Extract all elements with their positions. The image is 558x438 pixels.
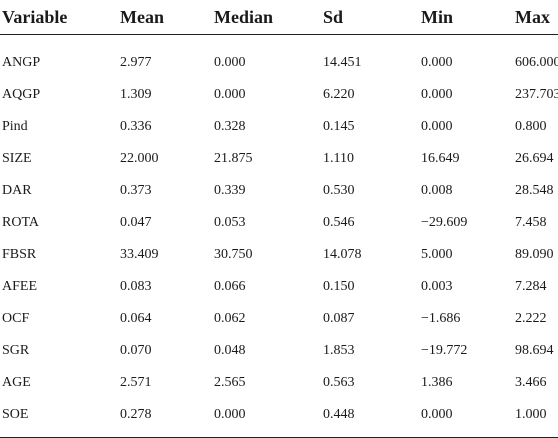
cell-median: 0.000 [214, 55, 246, 70]
cell-mean: 0.373 [120, 183, 152, 198]
header-max: Max [515, 6, 550, 27]
cell-max: 2.222 [515, 311, 547, 326]
cell-mean: 2.977 [120, 55, 152, 70]
cell-max: 98.694 [515, 343, 554, 358]
cell-sd: 14.451 [323, 55, 362, 70]
cell-mean: 0.336 [120, 119, 152, 134]
cell-mean: 1.309 [120, 87, 152, 102]
cell-mean: 33.409 [120, 247, 159, 262]
cell-median: 21.875 [214, 151, 253, 166]
cell-sd: 0.150 [323, 279, 355, 294]
table-row: ROTA 0.047 0.053 0.546 −29.609 7.458 [0, 207, 558, 239]
cell-sd: 0.087 [323, 311, 355, 326]
table-body: ANGP 2.977 0.000 14.451 0.000 606.000 AQGP 1.30… [0, 35, 558, 438]
header-sd: Sd [323, 6, 344, 27]
cell-max: 237.703 [515, 87, 558, 102]
header-median: Median [214, 6, 274, 27]
cell-sd: 14.078 [323, 247, 362, 262]
cell-variable: Pind [2, 119, 28, 134]
cell-variable: ROTA [2, 215, 39, 230]
cell-min: −1.686 [421, 311, 461, 326]
cell-min: 0.000 [421, 407, 453, 422]
cell-median: 0.048 [214, 343, 246, 358]
cell-median: 2.565 [214, 375, 246, 390]
cell-mean: 0.070 [120, 343, 152, 358]
table-row: AQGP 1.309 0.000 6.220 0.000 237.703 [0, 79, 558, 111]
cell-variable: AFEE [2, 279, 37, 294]
table-row: SOE 0.278 0.000 0.448 0.000 1.000 [0, 399, 558, 438]
cell-median: 0.000 [214, 407, 246, 422]
cell-variable: SIZE [2, 151, 32, 166]
cell-sd: 6.220 [323, 87, 355, 102]
table-row: OCF 0.064 0.062 0.087 −1.686 2.222 [0, 303, 558, 335]
cell-variable: AQGP [2, 87, 41, 102]
cell-sd: 0.448 [323, 407, 355, 422]
cell-min: 0.000 [421, 119, 453, 134]
cell-median: 0.053 [214, 215, 246, 230]
cell-max: 0.800 [515, 119, 547, 134]
cell-min: 0.000 [421, 87, 453, 102]
cell-median: 0.328 [214, 119, 246, 134]
cell-max: 7.284 [515, 279, 547, 294]
table-row: DAR 0.373 0.339 0.530 0.008 28.548 [0, 175, 558, 207]
cell-min: 0.000 [421, 55, 453, 70]
cell-sd: 1.110 [323, 151, 354, 166]
cell-variable: DAR [2, 183, 32, 198]
cell-sd: 0.530 [323, 183, 355, 198]
cell-min: 1.386 [421, 375, 453, 390]
cell-max: 26.694 [515, 151, 554, 166]
cell-min: −19.772 [421, 343, 468, 358]
cell-max: 89.090 [515, 247, 554, 262]
table-row: FBSR 33.409 30.750 14.078 5.000 89.090 [0, 239, 558, 271]
cell-mean: 0.083 [120, 279, 152, 294]
cell-variable: FBSR [2, 247, 37, 262]
descriptive-statistics-table-container: Variable Mean Median Sd Min Max ANGP 2.97… [0, 7, 558, 438]
table-row: AGE 2.571 2.565 0.563 1.386 3.466 [0, 367, 558, 399]
cell-mean: 0.064 [120, 311, 152, 326]
table-header-row: Variable Mean Median Sd Min Max [0, 0, 558, 35]
cell-min: 0.008 [421, 183, 453, 198]
cell-max: 1.000 [515, 407, 547, 422]
cell-variable: SOE [2, 407, 29, 422]
header-mean: Mean [120, 6, 164, 27]
header-min: Min [421, 6, 454, 27]
table-row: SGR 0.070 0.048 1.853 −19.772 98.694 [0, 335, 558, 367]
cell-min: 5.000 [421, 247, 453, 262]
cell-median: 30.750 [214, 247, 253, 262]
cell-median: 0.339 [214, 183, 246, 198]
cell-sd: 0.563 [323, 375, 355, 390]
cell-mean: 2.571 [120, 375, 152, 390]
cell-mean: 22.000 [120, 151, 159, 166]
cell-max: 3.466 [515, 375, 547, 390]
cell-sd: 0.546 [323, 215, 355, 230]
table-row: ANGP 2.977 0.000 14.451 0.000 606.000 [0, 35, 558, 80]
cell-variable: ANGP [2, 55, 41, 70]
cell-mean: 0.047 [120, 215, 152, 230]
cell-min: −29.609 [421, 215, 468, 230]
cell-min: 16.649 [421, 151, 460, 166]
cell-min: 0.003 [421, 279, 453, 294]
table-row: Pind 0.336 0.328 0.145 0.000 0.800 [0, 111, 558, 143]
cell-max: 7.458 [515, 215, 547, 230]
cell-max: 28.548 [515, 183, 554, 198]
cell-variable: AGE [2, 375, 31, 390]
table-row: AFEE 0.083 0.066 0.150 0.003 7.284 [0, 271, 558, 303]
cell-median: 0.062 [214, 311, 246, 326]
cell-sd: 1.853 [323, 343, 355, 358]
table-row: SIZE 22.000 21.875 1.110 16.649 26.694 [0, 143, 558, 175]
cell-max: 606.000 [515, 55, 558, 70]
cell-variable: SGR [2, 343, 30, 358]
cell-mean: 0.278 [120, 407, 152, 422]
header-variable: Variable [2, 6, 68, 27]
cell-sd: 0.145 [323, 119, 355, 134]
cell-variable: OCF [2, 311, 30, 326]
cell-median: 0.066 [214, 279, 246, 294]
cell-median: 0.000 [214, 87, 246, 102]
